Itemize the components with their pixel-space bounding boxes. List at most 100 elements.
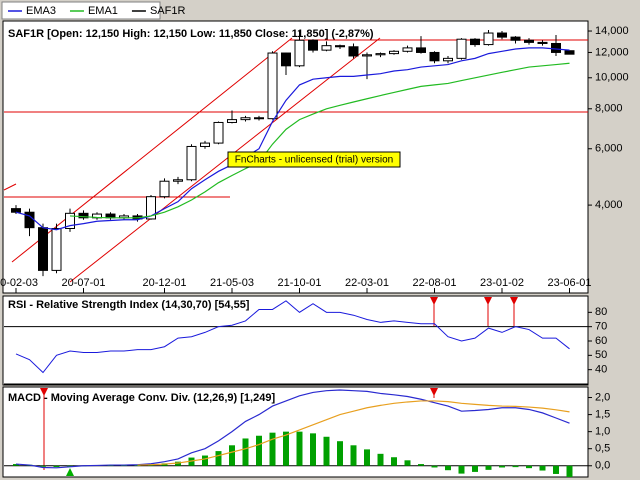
candle-body (159, 180, 170, 198)
y-tick-label: 40 (595, 364, 607, 376)
histogram-bar (485, 465, 492, 470)
x-tick-label: 23-06-01 (547, 277, 591, 289)
trend-lines (3, 37, 588, 470)
y-tick-label: 1,5 (595, 408, 610, 420)
candle-body (308, 39, 318, 51)
histogram-bar (472, 465, 478, 472)
y-tick-label: 2,0 (595, 391, 610, 403)
histogram-bar (269, 432, 276, 466)
candle-body (240, 117, 251, 121)
histogram-bar (202, 455, 208, 466)
histogram-bar (229, 445, 235, 466)
histogram-bar (67, 465, 73, 467)
candle-body (348, 46, 359, 57)
x-tick-label: 21-10-01 (277, 277, 321, 289)
histogram-bar (134, 465, 141, 466)
candle-body (497, 32, 507, 38)
histogram-bar (13, 464, 19, 466)
candle-body (186, 145, 197, 181)
y-tick-label: 14,000 (595, 25, 629, 37)
histogram-bar (526, 465, 532, 469)
x-tick-label: 21-05-03 (210, 277, 254, 289)
histogram-bar (404, 460, 411, 466)
histogram-bar (323, 436, 330, 466)
histogram-bar (296, 431, 303, 466)
y-tick-label: 60 (595, 335, 607, 347)
trend-line (69, 37, 381, 283)
histogram-bar (418, 464, 424, 466)
sell-signal (510, 297, 518, 305)
histogram-bar (256, 435, 262, 466)
x-tick-label: 20-07-01 (61, 277, 105, 289)
y-tick-label: 0,5 (595, 443, 610, 455)
series-line (15, 47, 570, 231)
series-line (69, 62, 570, 219)
x-tick-label: 23-01-02 (480, 277, 524, 289)
y-tick-label: 6,000 (595, 143, 623, 155)
x-tick-label: 20-02-03 (0, 277, 38, 289)
histogram-bar (40, 465, 46, 467)
histogram-bar (377, 453, 384, 466)
candle-body (267, 52, 278, 120)
sell-signal (430, 388, 438, 396)
watermark-box (227, 151, 401, 168)
chart-title: RSI - Relative Strength Index (14,30,70)… (8, 299, 250, 311)
histogram-bar (337, 441, 343, 466)
histogram-bar (350, 445, 357, 466)
histogram-bar (242, 438, 249, 466)
series-line (15, 389, 570, 469)
candle-body (213, 121, 224, 144)
histogram-bar (553, 465, 559, 474)
histogram-bar (215, 451, 222, 466)
y-tick-label: 50 (595, 349, 607, 361)
watermark: FnCharts - unlicensed (trial) version (227, 151, 401, 168)
y-tick-label: 0,0 (595, 460, 610, 472)
histogram-bar (512, 465, 519, 468)
histogram-bar (539, 465, 546, 471)
histogram-bar (53, 465, 60, 468)
trend-line (11, 37, 293, 263)
sell-signal (40, 388, 48, 396)
candle-body (294, 39, 305, 67)
candle-body (402, 47, 413, 52)
candle-body (146, 196, 156, 220)
histogram-bar (391, 457, 397, 466)
sell-signal (484, 297, 492, 305)
candle-body (281, 52, 291, 67)
candle-body (389, 50, 399, 55)
x-tick-label: 20-12-01 (142, 277, 186, 289)
candle-body (78, 212, 89, 219)
histogram-bar (431, 465, 438, 468)
candle-body (65, 212, 75, 229)
y-tick-label: 1,0 (595, 426, 610, 438)
candle-body (375, 53, 386, 56)
candle-body (524, 39, 534, 43)
candle-body (173, 179, 183, 182)
buy-signal (66, 468, 74, 476)
candle-body (443, 57, 453, 62)
candle-body (38, 227, 48, 271)
watermark-text: FnCharts - unlicensed (trial) version (235, 155, 393, 166)
chart-title: SAF1R [Open: 12,150 High: 12,150 Low: 11… (8, 28, 374, 40)
series-line (137, 400, 570, 466)
candle-body (510, 36, 521, 41)
y-tick-label: 10,000 (595, 72, 629, 84)
candle-body (416, 47, 426, 53)
candle-body (321, 45, 332, 51)
histogram-bar (188, 457, 195, 466)
legend-label: EMA3 (26, 5, 56, 17)
histogram-bar (566, 465, 573, 478)
histogram-bar (175, 461, 181, 466)
candle-body (200, 142, 210, 147)
candle-body (335, 45, 345, 48)
series-line (15, 300, 570, 374)
candle-body (456, 38, 467, 59)
candle-body (254, 117, 264, 120)
y-tick-label: 4,000 (595, 199, 623, 211)
candle-body (51, 227, 62, 271)
y-tick-label: 8,000 (595, 103, 623, 115)
candle-body (564, 50, 575, 55)
y-tick-label: 80 (595, 306, 607, 318)
y-tick-label: 12,000 (595, 46, 629, 58)
